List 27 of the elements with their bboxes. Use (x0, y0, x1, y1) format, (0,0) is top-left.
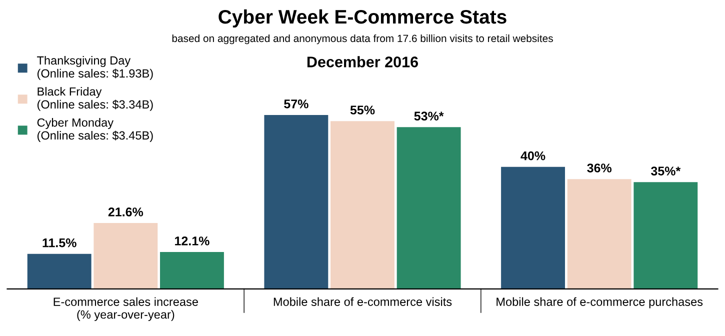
x-tick-label: Mobile share of e-commerce purchases (496, 297, 703, 308)
chart-title: Cyber Week E-Commerce Stats (218, 9, 506, 28)
bar (27, 254, 92, 289)
data-label: 53%* (414, 112, 444, 121)
data-label: 57% (284, 100, 308, 108)
bar (330, 121, 394, 289)
bar (264, 114, 328, 289)
data-label: 35%* (650, 166, 681, 176)
bar (567, 179, 632, 289)
x-tick-label: E-commerce sales increase (% year-over-year) (54, 297, 198, 322)
bar (396, 127, 461, 289)
text: December 2016 (307, 56, 418, 68)
bar (160, 252, 224, 289)
data-label: 36% (587, 164, 612, 172)
chart-subtitle: based on aggregated and anonymous data from 17.6 billion visits to retail websites (172, 34, 553, 44)
data-label: 11.5% (42, 238, 76, 248)
data-label: 21.6% (108, 208, 144, 216)
x-tick-label: Mobile share of e-commerce visits (274, 297, 452, 306)
bar (634, 182, 698, 289)
data-label: 55% (350, 106, 375, 114)
legend-label: Black Friday (Online sales: $3.34B) (37, 87, 153, 111)
bar (501, 166, 565, 289)
data-label: 40% (520, 151, 546, 160)
data-label: 12.1% (175, 236, 210, 246)
legend-label: Cyber Monday (Online sales: $3.45B) (37, 118, 153, 142)
bar (94, 223, 158, 289)
legend-label: Thanksgiving Day (Online sales: $1.93B) (37, 56, 153, 80)
